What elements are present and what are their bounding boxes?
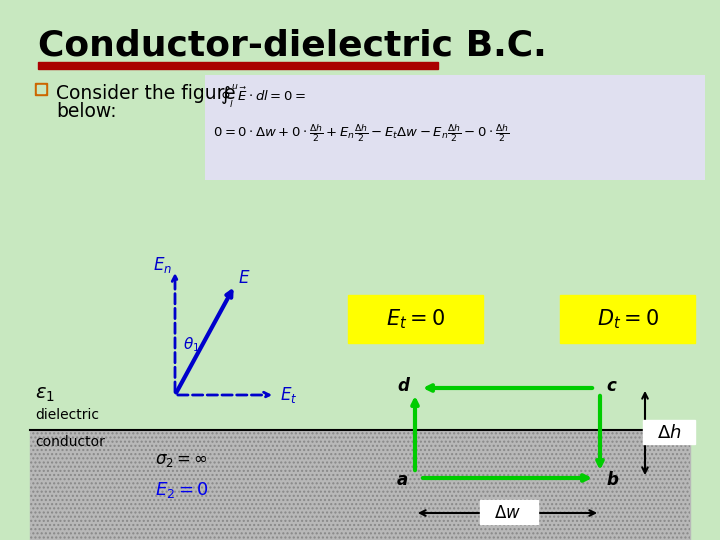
Text: $\Delta w$: $\Delta w$: [494, 504, 521, 522]
Bar: [38, 62, 438, 69]
Bar: [35, 83, 47, 95]
Text: Conductor-dielectric B.C.: Conductor-dielectric B.C.: [38, 28, 546, 62]
Text: $\oint_{l}^{u}\vec{E}\cdot dl=0=$: $\oint_{l}^{u}\vec{E}\cdot dl=0=$: [220, 83, 306, 110]
Text: $E_t$: $E_t$: [280, 385, 297, 405]
Text: below:: below:: [56, 102, 117, 121]
Text: c: c: [606, 377, 616, 395]
Bar: [30, 430, 690, 540]
Bar: [348, 295, 483, 343]
Bar: [205, 75, 705, 180]
Text: conductor: conductor: [35, 435, 105, 449]
Text: a: a: [397, 471, 408, 489]
Text: b: b: [606, 471, 618, 489]
Bar: [37, 85, 45, 93]
Text: $\varepsilon_1$: $\varepsilon_1$: [35, 386, 55, 404]
Text: $E_n$: $E_n$: [153, 255, 172, 275]
Bar: [560, 295, 695, 343]
Text: dielectric: dielectric: [35, 408, 99, 422]
Text: $0=0\cdot\Delta w+0\cdot\frac{\Delta h}{2}+E_n\frac{\Delta h}{2}-E_t\Delta w-E_n: $0=0\cdot\Delta w+0\cdot\frac{\Delta h}{…: [213, 123, 510, 144]
Bar: [643, 420, 695, 444]
Text: $\sigma_2{=}\infty$: $\sigma_2{=}\infty$: [155, 451, 208, 469]
Text: $E$: $E$: [238, 269, 251, 287]
Text: d: d: [397, 377, 409, 395]
Text: $D_t = 0$: $D_t = 0$: [597, 307, 659, 331]
Text: Consider the figure: Consider the figure: [56, 84, 235, 103]
Text: $E_2{=}0$: $E_2{=}0$: [155, 480, 209, 500]
Bar: [30, 430, 690, 540]
Text: $E_t = 0$: $E_t = 0$: [386, 307, 445, 331]
Text: $\theta_1$: $\theta_1$: [183, 336, 200, 354]
Bar: [480, 500, 538, 524]
Text: $\Delta h$: $\Delta h$: [657, 424, 681, 442]
